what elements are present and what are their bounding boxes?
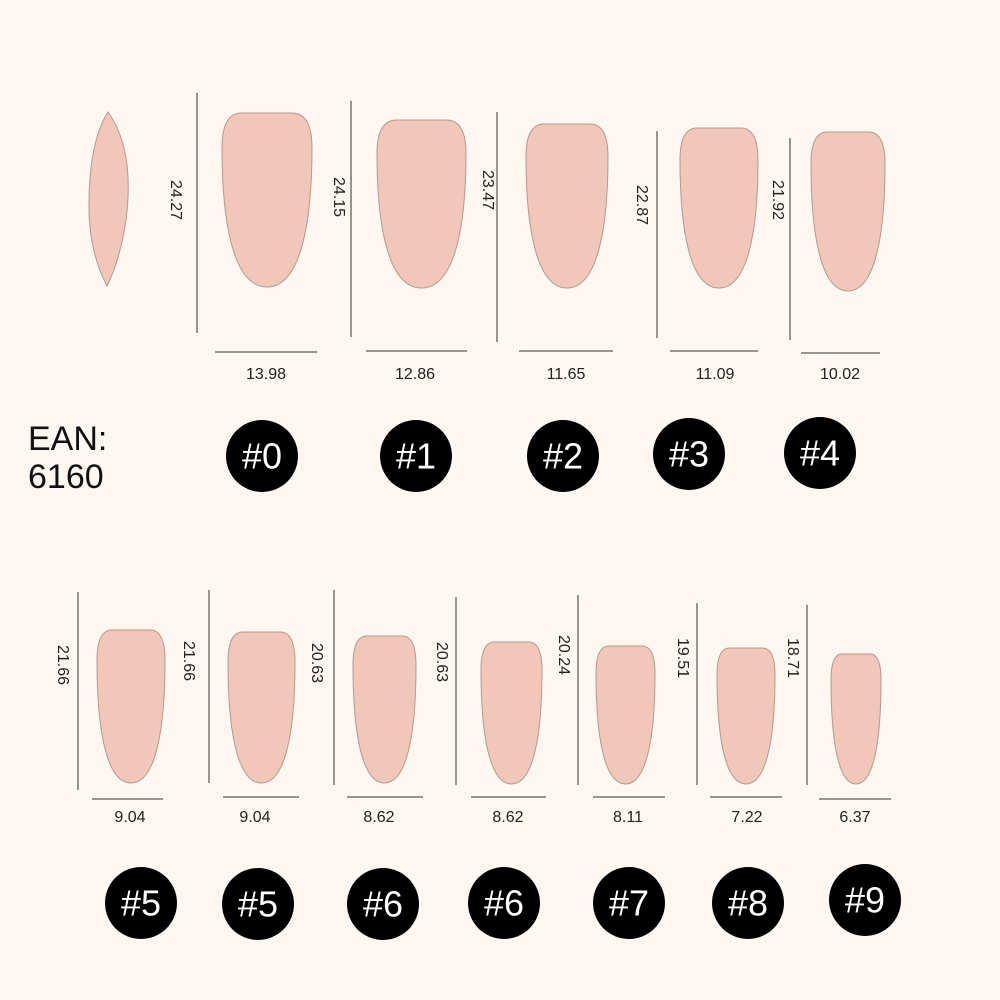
width-label: 11.09 <box>696 366 735 383</box>
size-label: #5 <box>238 884 278 925</box>
nail <box>679 127 759 289</box>
width-label: 12.86 <box>395 366 435 383</box>
nail <box>480 641 543 785</box>
width-label: 11.65 <box>547 366 586 383</box>
size-badge <box>380 420 452 492</box>
size-label: #1 <box>396 436 436 477</box>
size-badge <box>347 868 419 940</box>
size-badge <box>784 417 856 489</box>
size-label: #8 <box>728 883 768 924</box>
nail <box>830 653 882 785</box>
width-label: 6.37 <box>839 809 870 826</box>
nail <box>376 119 467 289</box>
height-label: 20.63 <box>433 642 450 682</box>
size-badge <box>829 864 901 936</box>
width-label: 9.04 <box>239 809 270 826</box>
height-label: 24.15 <box>330 177 347 217</box>
nail <box>221 112 313 288</box>
height-label: 24.27 <box>167 180 184 220</box>
height-label: 18.71 <box>784 638 801 678</box>
width-label: 8.62 <box>363 809 394 826</box>
size-badge <box>468 867 540 939</box>
nail-side-view <box>88 111 129 288</box>
size-label: #9 <box>845 880 885 921</box>
nail <box>96 629 166 784</box>
nail <box>595 645 656 785</box>
ean-code: 6160 <box>28 458 104 496</box>
height-label: 19.51 <box>674 638 691 678</box>
height-label: 21.92 <box>769 180 786 220</box>
width-label: 10.02 <box>820 366 860 383</box>
width-label: 9.04 <box>114 809 145 826</box>
width-label: 8.11 <box>613 809 643 826</box>
height-label: 20.63 <box>308 643 325 683</box>
size-label: #6 <box>484 883 524 924</box>
size-label: #6 <box>363 884 403 925</box>
size-label: #0 <box>242 436 282 477</box>
size-label: #5 <box>121 883 161 924</box>
nail <box>227 631 296 784</box>
width-label: 7.22 <box>731 809 762 826</box>
size-badge <box>222 868 294 940</box>
size-badge <box>105 867 177 939</box>
height-label: 21.66 <box>180 641 197 681</box>
size-label: #7 <box>609 883 649 924</box>
height-label: 21.66 <box>54 645 71 685</box>
ean-label: EAN: <box>28 420 107 458</box>
nail <box>810 131 886 292</box>
width-label: 13.98 <box>246 366 286 383</box>
size-badge <box>226 420 298 492</box>
size-badge <box>712 867 784 939</box>
height-label: 20.24 <box>555 635 572 675</box>
nail <box>352 635 417 784</box>
height-label: 22.87 <box>633 185 650 225</box>
size-badge <box>593 867 665 939</box>
height-label: 23.47 <box>479 170 496 210</box>
size-badge <box>653 418 725 490</box>
size-label: #4 <box>800 433 840 474</box>
nail <box>525 123 609 289</box>
size-label: #3 <box>669 434 709 475</box>
size-label: #2 <box>543 436 583 477</box>
nail <box>716 647 776 785</box>
width-label: 8.62 <box>492 809 523 826</box>
size-badge <box>527 420 599 492</box>
